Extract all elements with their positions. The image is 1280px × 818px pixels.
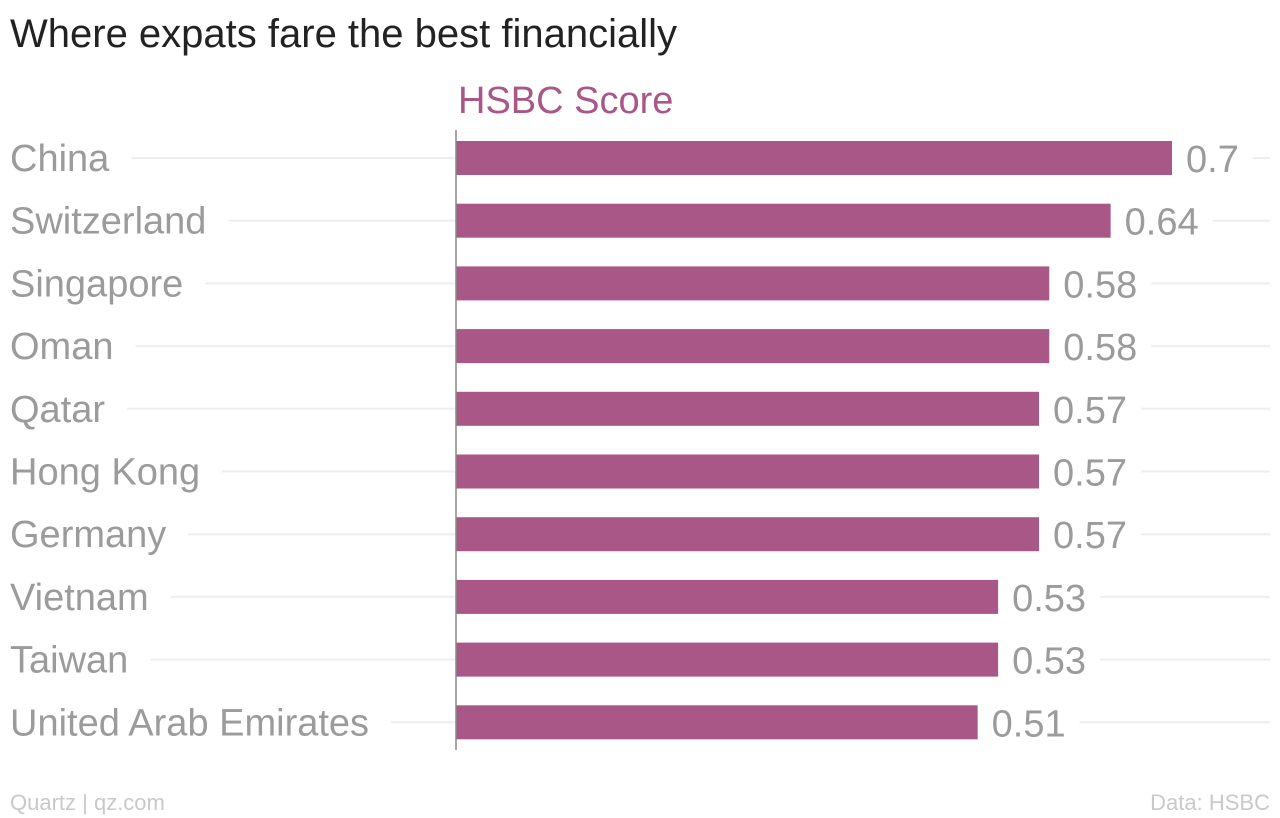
- bar: [456, 454, 1040, 489]
- value-label: 0.58: [1063, 264, 1137, 306]
- value-label: 0.57: [1053, 453, 1127, 495]
- category-label: Qatar: [10, 389, 105, 431]
- category-label: Germany: [10, 514, 166, 556]
- bar: [456, 705, 978, 740]
- category-label: Hong Kong: [10, 452, 200, 494]
- bars: [456, 141, 1172, 740]
- category-label: Taiwan: [10, 640, 128, 682]
- value-labels: 0.7 0.64 0.58 0.58 0.57 0.57 0.57 0.53 0.53 0.51: [992, 139, 1239, 745]
- category-label: Vietnam: [10, 577, 149, 619]
- value-label: 0.53: [1012, 641, 1086, 683]
- category-label: Switzerland: [10, 201, 206, 243]
- value-label: 0.57: [1053, 390, 1127, 432]
- value-label: 0.64: [1125, 202, 1199, 244]
- category-label: Oman: [10, 326, 113, 368]
- source-credit: Quartz | qz.com: [10, 790, 165, 815]
- category-labels: China Switzerland Singapore Oman Qatar Hong K…: [10, 138, 369, 744]
- bar: [456, 579, 999, 614]
- chart-title: Where expats fare the best financially: [10, 12, 678, 56]
- bar: [456, 266, 1050, 301]
- series-label: HSBC Score: [458, 80, 673, 122]
- data-source: Data: HSBC: [1150, 790, 1270, 815]
- bar: [456, 391, 1040, 426]
- bar: [456, 517, 1040, 552]
- bar: [456, 203, 1111, 238]
- bar: [456, 642, 999, 677]
- value-label: 0.57: [1053, 515, 1127, 557]
- gridlines: [127, 157, 1270, 724]
- value-label: 0.51: [992, 703, 1066, 745]
- value-label: 0.53: [1012, 578, 1086, 620]
- category-label: China: [10, 138, 110, 180]
- bar: [456, 329, 1050, 364]
- value-label: 0.7: [1186, 139, 1239, 181]
- category-label: Singapore: [10, 263, 183, 305]
- value-label: 0.58: [1063, 327, 1137, 369]
- bar: [456, 141, 1172, 175]
- category-label: United Arab Emirates: [10, 702, 369, 744]
